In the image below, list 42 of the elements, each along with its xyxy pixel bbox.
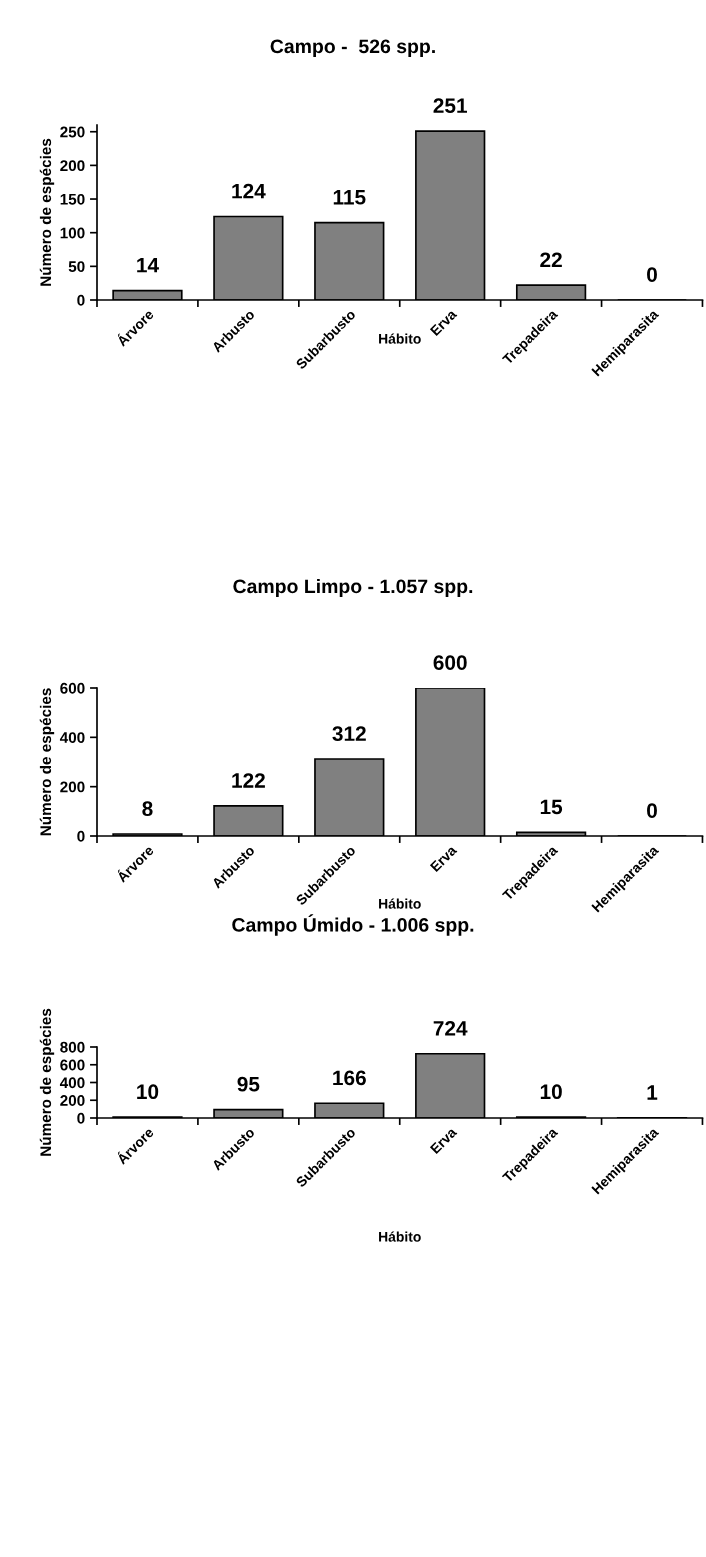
y-tick-label: 200 — [60, 160, 85, 172]
y-tick-label: 0 — [77, 1112, 85, 1124]
y-tick-label: 200 — [60, 1095, 85, 1106]
y-tick-label: 100 — [60, 227, 85, 239]
x-axis-title: Hábito — [379, 898, 421, 909]
data-label: 1 — [647, 1085, 658, 1100]
data-label: 8 — [142, 801, 153, 817]
data-label: 122 — [232, 773, 265, 788]
data-label: 724 — [433, 1020, 468, 1036]
y-tick-label: 200 — [60, 781, 85, 793]
chart-title: Campo Limpo - 1.057 spp. — [233, 578, 473, 598]
data-label: 312 — [332, 726, 366, 742]
x-axis-title: Hábito — [379, 333, 421, 344]
chart-title: Campo Úmido - 1.006 spp. — [232, 914, 474, 936]
y-tick-label: 0 — [77, 830, 85, 842]
data-label: 10 — [540, 1084, 562, 1100]
data-label: 600 — [433, 655, 467, 670]
data-label: 22 — [540, 252, 562, 267]
y-tick-label: 150 — [60, 193, 85, 205]
chart-title: Campo - 526 spp. — [270, 39, 435, 58]
y-axis-title: Número de espécies — [39, 1008, 55, 1156]
y-tick-label: 0 — [77, 294, 85, 306]
data-label: 14 — [137, 258, 159, 273]
y-tick-label: 600 — [60, 682, 85, 694]
data-label: 95 — [237, 1076, 260, 1092]
x-axis-title: Hábito — [379, 1231, 421, 1242]
y-tick-label: 400 — [59, 1077, 85, 1089]
y-axis-title: Número de espécies — [39, 138, 55, 286]
data-label: 0 — [647, 267, 657, 282]
y-tick-label: 250 — [60, 126, 85, 138]
data-label: 251 — [433, 98, 467, 114]
data-label: 0 — [647, 803, 657, 818]
data-label: 15 — [540, 799, 563, 815]
data-label: 115 — [333, 190, 366, 205]
y-tick-label: 800 — [60, 1041, 85, 1053]
y-tick-label: 400 — [59, 732, 85, 744]
data-label: 124 — [232, 183, 266, 199]
y-axis-title: Número de espécies — [39, 688, 55, 836]
data-label: 10 — [137, 1084, 159, 1100]
data-label: 166 — [333, 1070, 366, 1086]
y-tick-label: 600 — [60, 1059, 85, 1071]
y-tick-label: 50 — [68, 261, 85, 273]
